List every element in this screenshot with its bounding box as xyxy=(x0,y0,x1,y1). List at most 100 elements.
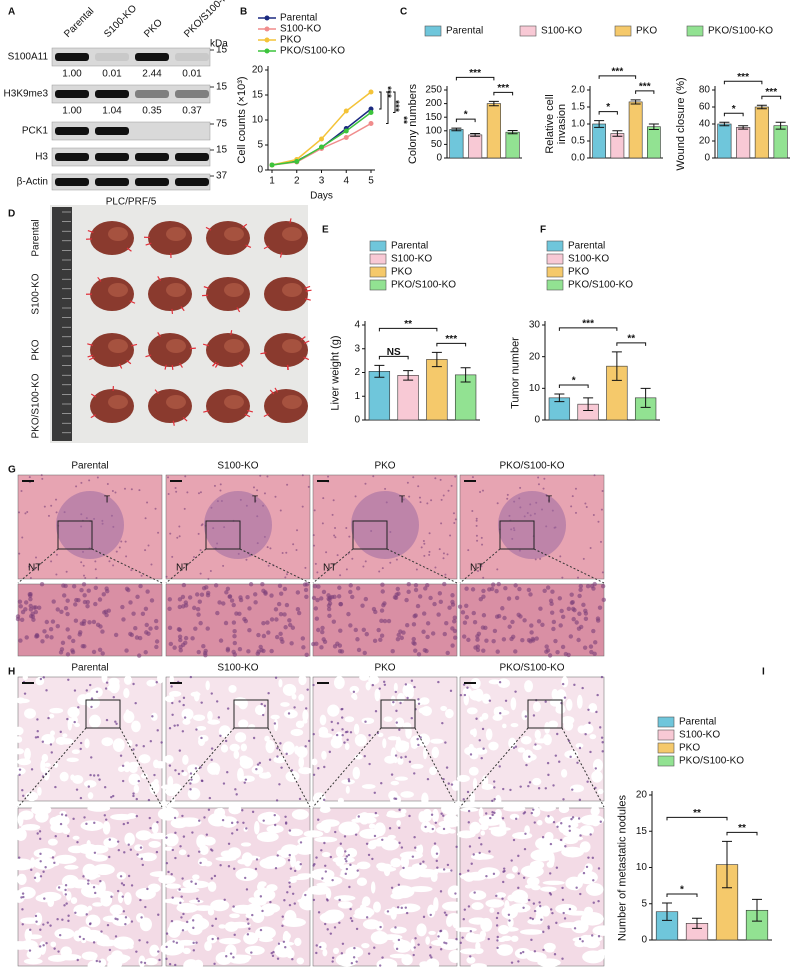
nucleus xyxy=(71,638,76,644)
legend-label: PKO xyxy=(280,35,301,46)
alveolus xyxy=(481,693,491,704)
alveolus xyxy=(42,861,60,867)
quant-label: 1.00 xyxy=(62,69,82,80)
protein-label: H3 xyxy=(35,152,48,163)
alveolus xyxy=(204,940,212,952)
alveolus xyxy=(182,754,189,765)
nucleus xyxy=(60,813,64,816)
alveolus xyxy=(368,823,376,829)
nucleus xyxy=(85,822,88,826)
nucleus xyxy=(293,869,297,873)
nucleus xyxy=(586,780,589,783)
nucleus xyxy=(411,622,417,627)
alveolus xyxy=(441,802,464,816)
nucleus xyxy=(517,586,522,592)
nucleus xyxy=(237,646,243,652)
alveolus xyxy=(319,911,342,924)
alveolus xyxy=(70,897,78,905)
nucleus xyxy=(589,546,592,549)
nucleus xyxy=(532,808,535,811)
nucleus xyxy=(192,949,196,952)
nucleus xyxy=(312,864,315,867)
nucleus xyxy=(460,610,466,615)
nucleus xyxy=(176,536,179,539)
nucleus xyxy=(316,571,319,574)
nucleus xyxy=(561,898,565,902)
alveolus xyxy=(74,722,80,728)
nucleus xyxy=(414,937,417,940)
nucleus xyxy=(213,583,219,588)
nucleus xyxy=(365,916,369,919)
legend-label: Parental xyxy=(280,13,317,24)
nucleus xyxy=(463,908,467,911)
nucleus xyxy=(82,937,85,941)
alveolus xyxy=(440,705,448,711)
nucleus xyxy=(160,741,163,744)
legend-swatch xyxy=(657,716,675,728)
nucleus xyxy=(496,939,499,942)
point xyxy=(343,128,349,134)
alveolus xyxy=(70,774,75,781)
nucleus xyxy=(446,553,449,556)
nucleus xyxy=(88,922,92,926)
nucleus xyxy=(405,623,410,628)
alveolus xyxy=(87,960,101,970)
liver-lobe xyxy=(108,339,128,353)
nucleus xyxy=(18,768,22,771)
nucleus xyxy=(464,615,470,620)
series-line xyxy=(271,122,372,166)
nucleus xyxy=(199,592,205,597)
alveolus xyxy=(54,854,77,864)
nucleus xyxy=(319,945,322,949)
nucleus xyxy=(140,857,144,861)
nucleus xyxy=(18,552,21,555)
alveolus xyxy=(112,905,120,919)
alveolus xyxy=(335,846,345,858)
nucleus xyxy=(464,603,469,608)
alveolus xyxy=(495,794,502,806)
nucleus xyxy=(395,947,399,951)
nucleus xyxy=(151,715,154,718)
nucleus xyxy=(547,653,553,658)
error-bar xyxy=(692,917,702,929)
band xyxy=(175,90,209,98)
nucleus xyxy=(480,536,483,539)
alveolus xyxy=(35,676,45,686)
alveolus xyxy=(56,884,67,892)
alveolus xyxy=(244,945,265,956)
nucleus xyxy=(258,644,263,650)
legend-label: Parental xyxy=(679,717,716,728)
significance-bracket xyxy=(761,95,782,100)
nucleus xyxy=(327,475,330,478)
nucleus xyxy=(50,619,56,624)
nucleus xyxy=(182,912,185,916)
alveolus xyxy=(273,719,279,732)
alveolus xyxy=(383,716,393,722)
nucleus xyxy=(39,852,42,856)
nucleus xyxy=(496,911,500,915)
nucleus xyxy=(341,728,344,731)
nucleus xyxy=(205,626,210,631)
tumor-mark xyxy=(245,244,252,249)
alveolus xyxy=(522,904,529,913)
nucleus xyxy=(447,489,450,492)
band xyxy=(175,153,209,161)
nucleus xyxy=(346,738,349,742)
alveolus xyxy=(580,912,604,926)
legend-marker xyxy=(264,48,270,54)
nucleus xyxy=(445,650,450,656)
nucleus xyxy=(150,563,153,566)
nucleus xyxy=(418,496,421,499)
quant-label: 0.35 xyxy=(142,106,162,117)
alveolus xyxy=(181,708,194,721)
nucleus xyxy=(209,569,212,572)
nucleus xyxy=(66,717,69,721)
nucleus xyxy=(496,568,499,571)
alveolus xyxy=(410,763,424,769)
error-bar xyxy=(594,120,605,128)
alveolus xyxy=(316,882,338,887)
y-tick-label: 10 xyxy=(252,115,264,126)
nucleus xyxy=(296,610,302,616)
nucleus xyxy=(312,534,315,537)
nucleus xyxy=(475,519,478,522)
